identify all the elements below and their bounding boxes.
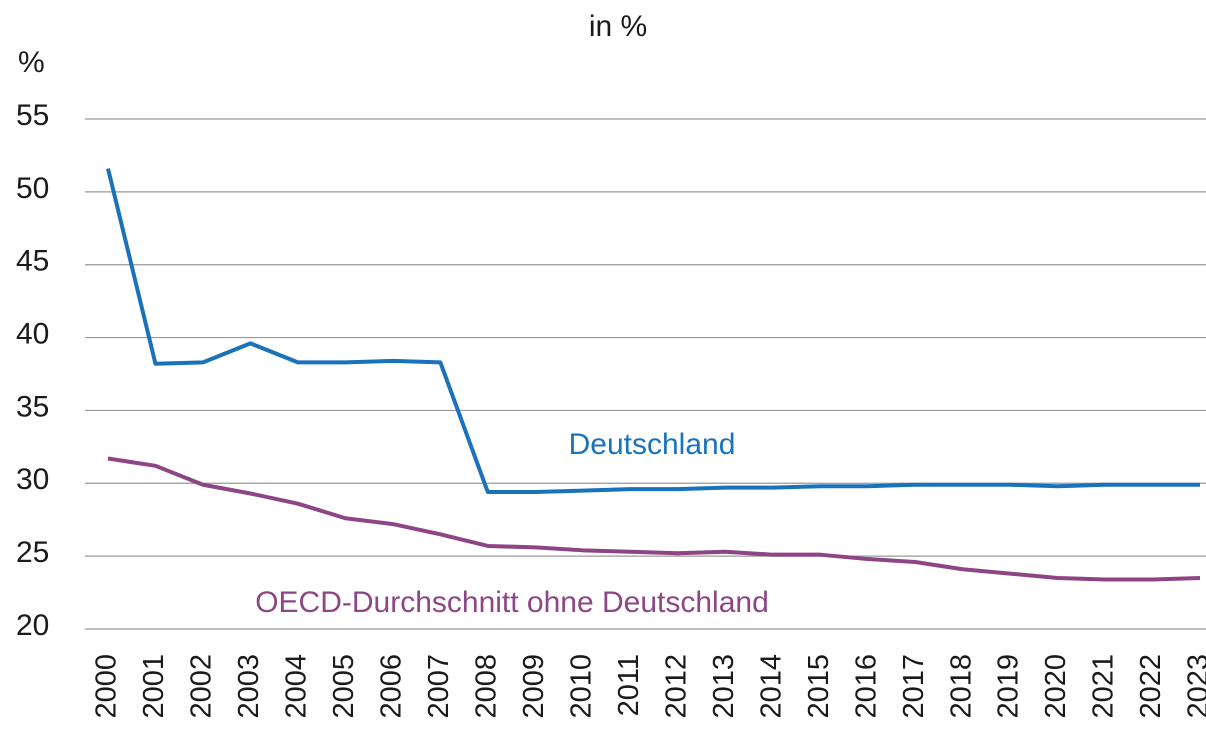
x-tick-label: 2023 bbox=[1183, 654, 1206, 719]
y-tick-label: 50 bbox=[16, 172, 49, 205]
x-tick-label: 2020 bbox=[1040, 654, 1072, 719]
x-tick-label: 2004 bbox=[281, 654, 313, 719]
x-tick-label: 2005 bbox=[328, 654, 360, 719]
x-tick-label: 2016 bbox=[850, 654, 882, 719]
x-tick-label: 2021 bbox=[1088, 654, 1120, 719]
x-tick-label: 2006 bbox=[376, 654, 408, 719]
x-tick-label: 2010 bbox=[565, 654, 597, 719]
x-tick-label: 2001 bbox=[138, 654, 170, 719]
y-axis-label: % bbox=[18, 46, 45, 79]
chart-title: in % bbox=[589, 10, 647, 43]
x-tick-label: 2012 bbox=[660, 654, 692, 719]
x-tick-label: 2014 bbox=[755, 654, 787, 719]
x-tick-label: 2009 bbox=[518, 654, 550, 719]
x-tick-label: 2011 bbox=[613, 654, 645, 716]
series-label: OECD-Durchschnitt ohne Deutschland bbox=[255, 586, 769, 619]
y-tick-label: 20 bbox=[16, 609, 49, 642]
y-tick-label: 35 bbox=[16, 390, 49, 423]
x-tick-label: 2017 bbox=[898, 654, 930, 719]
x-tick-label: 2008 bbox=[470, 654, 502, 719]
y-tick-label: 25 bbox=[16, 536, 49, 569]
y-tick-label: 55 bbox=[16, 99, 49, 132]
series-line bbox=[106, 168, 1200, 495]
x-tick-label: 2018 bbox=[945, 654, 977, 719]
y-tick-label: 40 bbox=[16, 317, 49, 350]
y-tick-label: 45 bbox=[16, 245, 49, 278]
series-label: Deutschland bbox=[569, 428, 736, 461]
x-tick-label: 2002 bbox=[186, 654, 218, 719]
x-tick-label: 2013 bbox=[708, 654, 740, 719]
x-tick-label: 2022 bbox=[1135, 654, 1167, 719]
y-tick-label: 30 bbox=[16, 463, 49, 496]
x-tick-label: 2000 bbox=[91, 654, 123, 719]
series-line bbox=[107, 456, 1201, 582]
x-tick-label: 2019 bbox=[993, 654, 1025, 719]
x-tick-label: 2007 bbox=[423, 654, 455, 719]
x-tick-label: 2015 bbox=[803, 654, 835, 719]
x-tick-label: 2003 bbox=[233, 654, 265, 719]
